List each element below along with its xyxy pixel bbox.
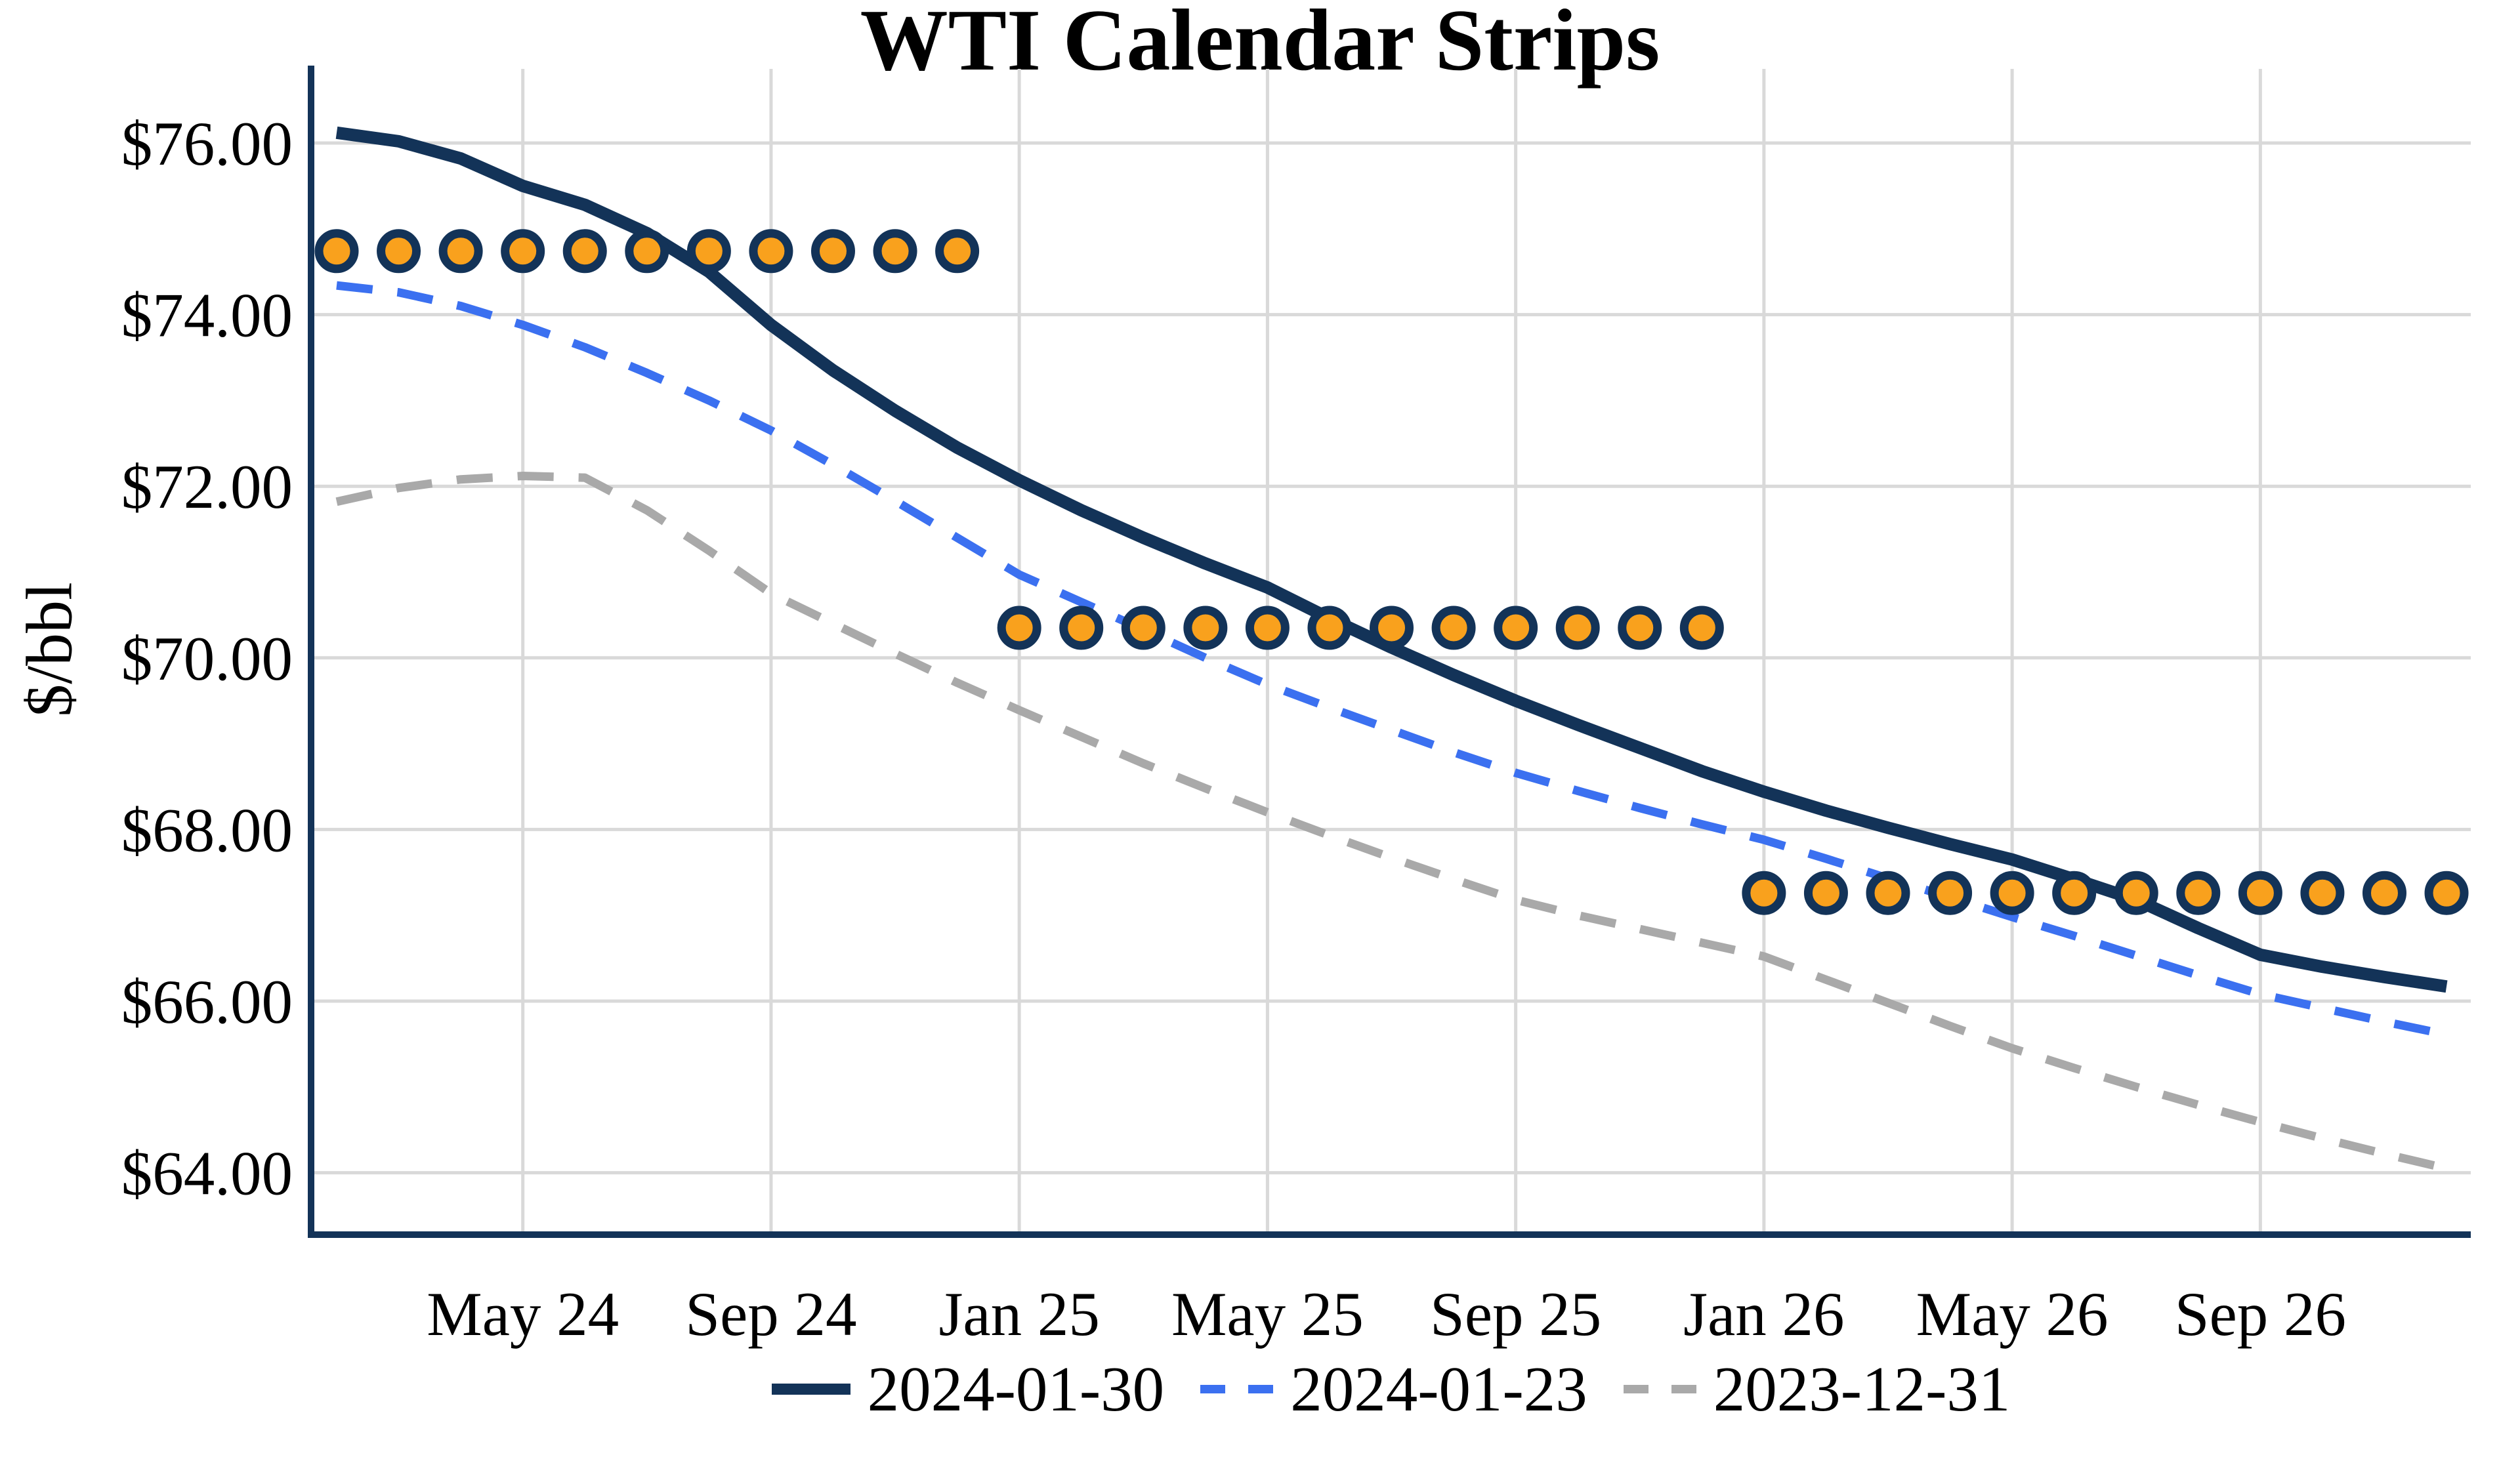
svg-text:Sep 25: Sep 25 — [1430, 1279, 1601, 1349]
svg-text:Jan 25: Jan 25 — [938, 1279, 1099, 1349]
svg-text:$74.00: $74.00 — [121, 281, 293, 350]
gray-dashed-line-swatch-icon — [1623, 1385, 1696, 1393]
legend-label: 2024-01-23 — [1290, 1354, 1587, 1424]
svg-text:$68.00: $68.00 — [121, 795, 293, 865]
legend-item-solid: 2024-01-30 — [771, 1353, 1165, 1426]
svg-text:$70.00: $70.00 — [121, 624, 293, 693]
legend-item-gray-dashed: 2023-12-31 — [1623, 1353, 2011, 1426]
svg-text:$64.00: $64.00 — [121, 1139, 293, 1208]
legend: 2024-01-30 2024-01-23 2023-12-31 — [311, 1353, 2471, 1426]
svg-text:Sep 26: Sep 26 — [2175, 1279, 2346, 1349]
chart-title: WTI Calendar Strips — [860, 0, 1660, 89]
svg-text:Sep 24: Sep 24 — [685, 1279, 856, 1349]
svg-text:Jan 26: Jan 26 — [1683, 1279, 1844, 1349]
svg-text:May 25: May 25 — [1171, 1279, 1364, 1349]
legend-item-blue-dashed: 2024-01-23 — [1200, 1353, 1587, 1426]
svg-text:May 24: May 24 — [427, 1279, 619, 1349]
blue-dashed-line-swatch-icon — [1200, 1385, 1274, 1393]
legend-label: 2024-01-30 — [867, 1354, 1165, 1424]
svg-text:$72.00: $72.00 — [121, 452, 293, 522]
svg-text:$76.00: $76.00 — [121, 109, 293, 178]
svg-text:May 26: May 26 — [1916, 1279, 2109, 1349]
svg-text:$66.00: $66.00 — [121, 967, 293, 1037]
solid-line-swatch-icon — [771, 1384, 850, 1395]
legend-label: 2023-12-31 — [1713, 1354, 2011, 1424]
